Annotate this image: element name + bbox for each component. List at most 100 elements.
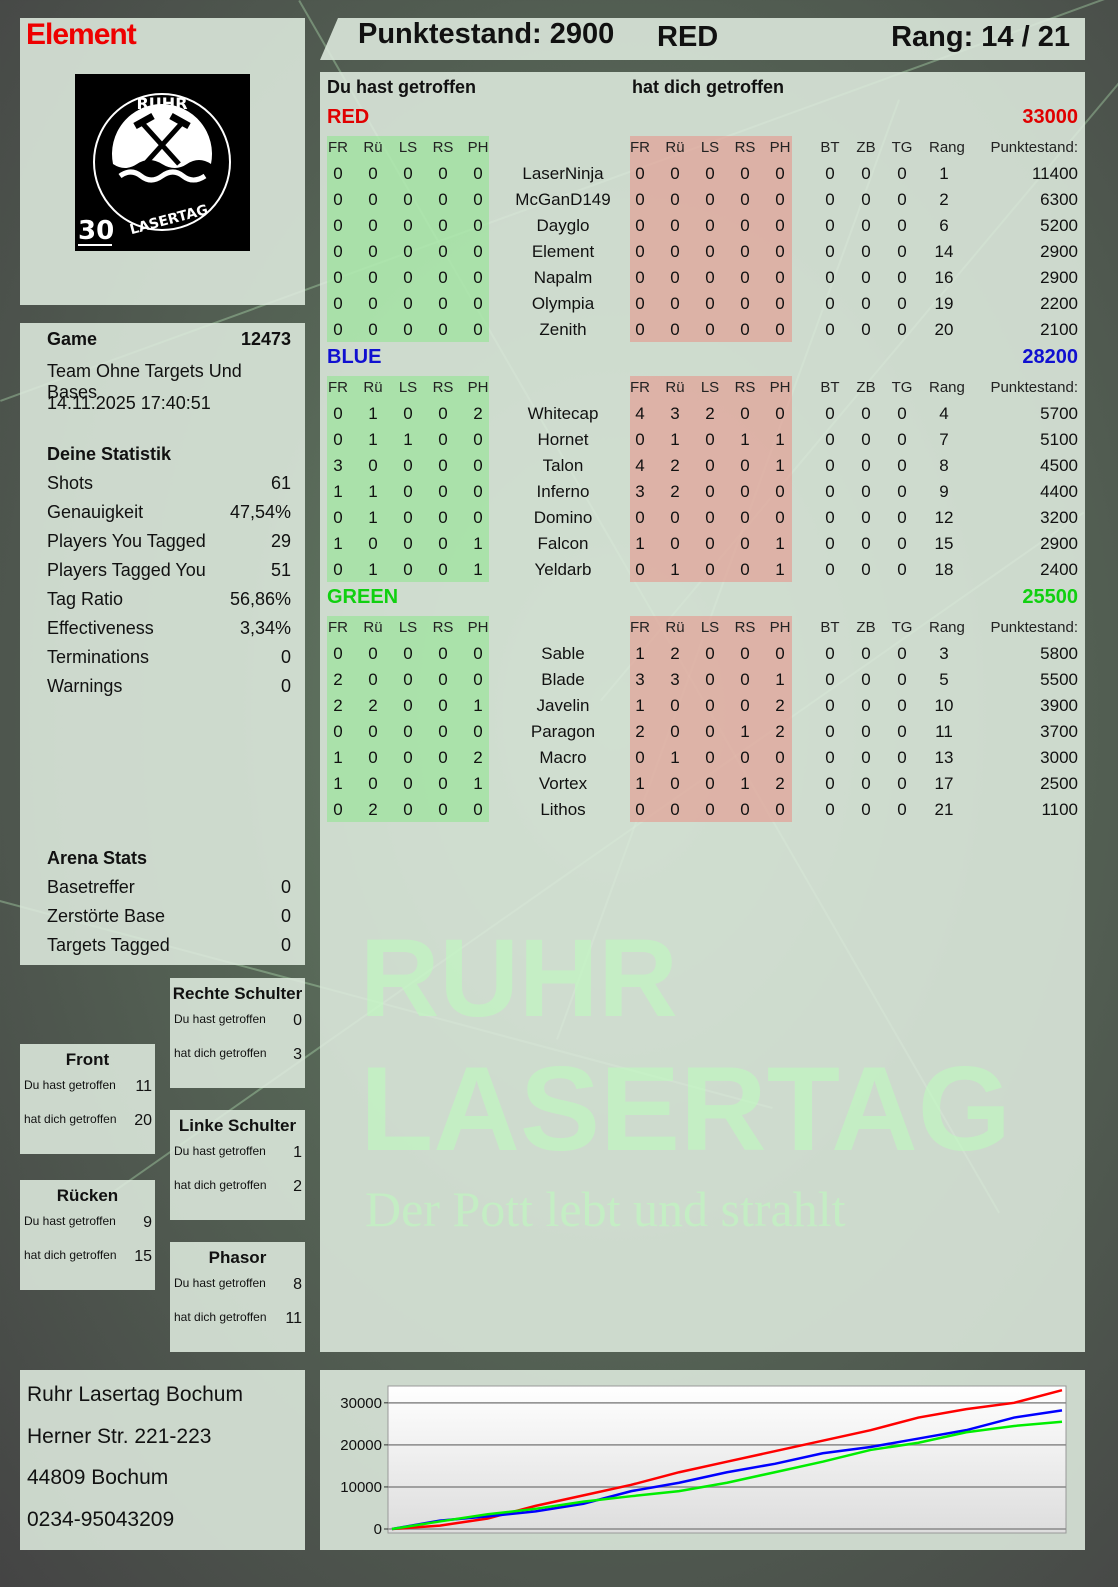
- player-name-cell[interactable]: LaserNinja: [522, 164, 604, 183]
- stat-cell: 0: [897, 320, 907, 339]
- stat-cell: 0: [333, 164, 343, 183]
- body-part-box: Linke Schulter Du hast getroffen 1 hat dich…: [170, 1110, 305, 1220]
- player-name-cell[interactable]: Olympia: [531, 294, 595, 313]
- stat-cell: 0: [473, 722, 483, 741]
- player-name-cell[interactable]: Vortex: [538, 774, 588, 793]
- hit-by-value: 3: [293, 1046, 302, 1063]
- stat-cell: 8: [939, 456, 949, 475]
- stat-value: 0: [280, 647, 291, 667]
- player-name-cell[interactable]: Domino: [533, 508, 593, 527]
- stat-cell: 0: [825, 456, 835, 475]
- stat-cell: 2: [670, 456, 680, 475]
- stat-cell: 0: [438, 190, 448, 209]
- stat-cell: 0: [897, 268, 907, 287]
- stat-cell: 0: [861, 190, 871, 209]
- stat-cell: 0: [825, 164, 835, 183]
- column-header: PH: [769, 139, 791, 156]
- stat-cell: 0: [368, 320, 378, 339]
- stat-cell: 0: [775, 508, 785, 527]
- stat-cell: 0: [861, 644, 871, 663]
- player-name-cell[interactable]: Inferno: [536, 482, 590, 501]
- stat-cell: 0: [740, 404, 750, 423]
- stat-cell: 0: [403, 320, 413, 339]
- player-name-cell[interactable]: Talon: [542, 456, 584, 475]
- stat-cell: 0: [368, 456, 378, 475]
- body-part-name: Linke Schulter: [178, 1116, 297, 1135]
- stat-cell: 0: [740, 294, 750, 313]
- stat-cell: 0: [333, 216, 343, 235]
- hit-value: 0: [293, 1012, 302, 1029]
- player-name-cell[interactable]: Whitecap: [527, 404, 599, 423]
- stat-cell: 0: [897, 560, 907, 579]
- stat-cell: 1: [368, 404, 378, 423]
- stat-cell: 0: [635, 216, 645, 235]
- column-header: RS: [734, 379, 756, 396]
- stat-cell: 1: [473, 560, 483, 579]
- stat-cell: 0: [740, 508, 750, 527]
- stat-label: Terminations: [47, 647, 150, 667]
- player-name-cell[interactable]: McGanD149: [515, 190, 611, 209]
- series-line-2: [391, 1420, 1063, 1531]
- y-tick-label: 20000: [340, 1437, 382, 1454]
- address-line: 0234-95043209: [27, 1507, 175, 1531]
- stat-cell: 0: [740, 482, 750, 501]
- player-name-cell[interactable]: Lithos: [540, 800, 586, 819]
- stat-cell: 2: [670, 644, 680, 663]
- arena-label: Basetreffer: [47, 877, 135, 897]
- stat-cell: 0: [438, 268, 448, 287]
- hit-by-value: 2: [293, 1178, 302, 1195]
- player-name-cell[interactable]: Napalm: [533, 268, 593, 287]
- player-name-cell[interactable]: Sable: [541, 644, 585, 663]
- stat-cell: 0: [635, 560, 645, 579]
- player-name-cell[interactable]: Javelin: [536, 696, 590, 715]
- player-name-cell[interactable]: Blade: [541, 670, 585, 689]
- arena-value: 0: [280, 906, 291, 926]
- player-name-cell[interactable]: Paragon: [530, 722, 596, 741]
- stat-cell: 0: [825, 482, 835, 501]
- player-name-cell[interactable]: Hornet: [537, 430, 589, 449]
- stat-cell: 14: [934, 242, 954, 261]
- column-header: RS: [432, 379, 454, 396]
- stat-cell: 0: [861, 268, 871, 287]
- stat-cell: 0: [825, 216, 835, 235]
- stat-cell: 1: [473, 774, 483, 793]
- player-name-cell[interactable]: Falcon: [537, 534, 589, 553]
- stat-cell: 3: [333, 456, 343, 475]
- stat-cell: 17: [934, 774, 954, 793]
- stat-cell: 0: [705, 722, 715, 741]
- stat-cell: 0: [438, 164, 448, 183]
- column-header: Rang: [929, 619, 965, 636]
- score-progress-chart: 30000 20000 10000 0: [340, 1385, 1067, 1538]
- stat-cell: 0: [333, 404, 343, 423]
- hit-value: 1: [293, 1144, 302, 1161]
- stat-cell: 0: [825, 430, 835, 449]
- stat-cell: 0: [861, 404, 871, 423]
- stat-cell: 3: [670, 404, 680, 423]
- stat-cell: 0: [438, 294, 448, 313]
- stat-cell: 1: [333, 748, 343, 767]
- hit-row: Du hast getroffen 0: [174, 1012, 302, 1030]
- stat-cell: 0: [861, 508, 871, 527]
- stat-cell: 0: [473, 482, 483, 501]
- hit-by-value: 20: [134, 1112, 152, 1129]
- stat-cell: 0: [403, 508, 413, 527]
- stat-cell: 0: [670, 508, 680, 527]
- hit-block: [327, 136, 489, 342]
- series-line-1: [391, 1409, 1063, 1531]
- column-header: TG: [891, 379, 913, 396]
- player-name-cell[interactable]: Zenith: [539, 320, 587, 339]
- stat-cell: 0: [438, 320, 448, 339]
- stat-cell: 0: [861, 430, 871, 449]
- player-name-cell[interactable]: Element: [531, 242, 595, 261]
- stat-cell: 0: [705, 216, 715, 235]
- stat-cell: 0: [897, 482, 907, 501]
- player-name-cell[interactable]: Yeldarb: [534, 560, 592, 579]
- stat-cell: 0: [635, 242, 645, 261]
- stat-cell: 1: [368, 482, 378, 501]
- game-label: Game: [47, 329, 98, 349]
- stat-cell: 0: [861, 320, 871, 339]
- player-name-cell[interactable]: Dayglo: [536, 216, 590, 235]
- player-name-cell[interactable]: Macro: [539, 748, 587, 767]
- stat-cell: 0: [825, 644, 835, 663]
- hit-label: Du hast getroffen: [174, 1012, 266, 1026]
